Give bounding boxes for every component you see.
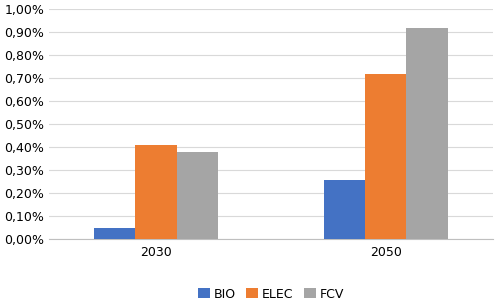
Bar — [365, 74, 407, 239]
Bar — [177, 152, 218, 239]
Legend: BIO, ELEC, FCV: BIO, ELEC, FCV — [192, 282, 349, 305]
Bar — [324, 180, 365, 239]
Bar — [136, 145, 177, 239]
Bar — [407, 28, 448, 239]
Bar — [94, 228, 136, 239]
